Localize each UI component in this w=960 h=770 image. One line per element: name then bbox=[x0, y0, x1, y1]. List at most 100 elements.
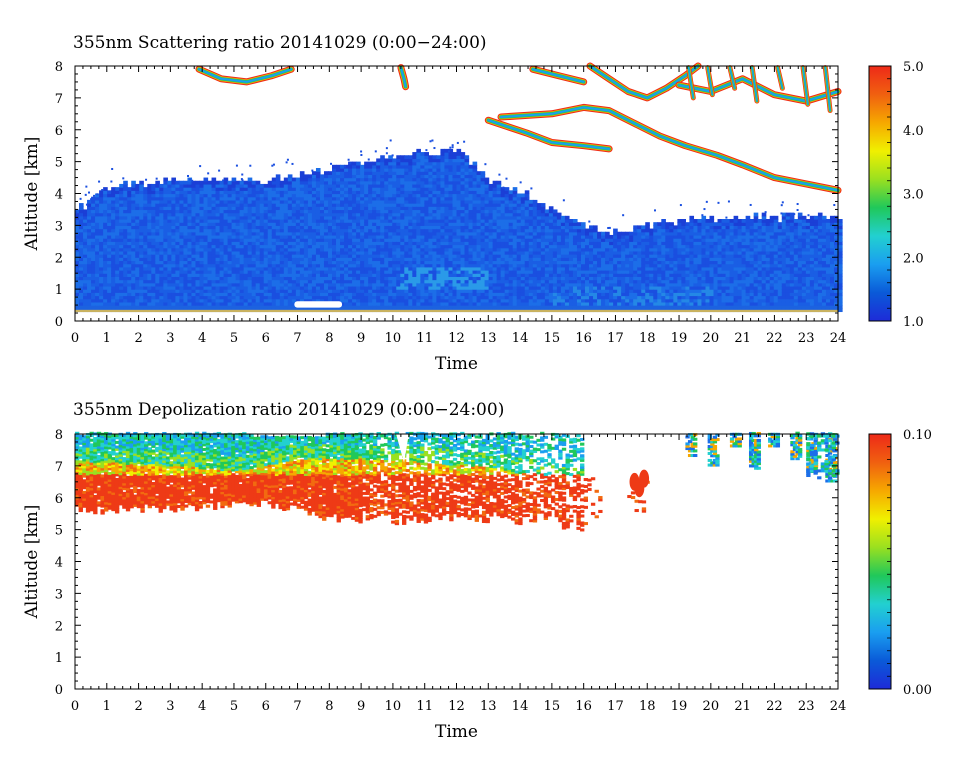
heatmap-cell bbox=[472, 161, 478, 166]
heatmap-cell bbox=[263, 190, 269, 195]
heatmap-cell bbox=[279, 279, 285, 284]
heatmap-cell bbox=[448, 234, 454, 239]
heatmap-cell bbox=[203, 212, 209, 217]
heatmap-cell bbox=[239, 266, 245, 271]
heatmap-cell bbox=[223, 295, 229, 300]
heatmap-cell bbox=[536, 285, 542, 290]
heatmap-cell bbox=[235, 244, 241, 249]
heatmap-cell bbox=[95, 298, 100, 303]
heatmap-cell bbox=[488, 234, 494, 239]
heatmap-cell bbox=[452, 301, 458, 306]
heatmap-cell bbox=[428, 209, 434, 214]
heatmap-cell bbox=[496, 199, 502, 204]
heatmap-cell bbox=[520, 238, 526, 242]
heatmap-cell bbox=[311, 257, 317, 262]
heatmap-cell bbox=[356, 254, 361, 258]
heatmap-cell bbox=[392, 187, 397, 191]
heatmap-cell bbox=[516, 266, 522, 271]
heatmap-cell bbox=[291, 238, 297, 242]
heatmap-cell bbox=[187, 234, 193, 239]
heatmap-cell bbox=[464, 168, 470, 172]
heatmap-cell bbox=[524, 298, 530, 303]
heatmap-cell bbox=[103, 295, 108, 300]
heatmap-cell bbox=[476, 209, 482, 214]
heatmap-cell bbox=[508, 209, 514, 214]
heatmap-cell bbox=[420, 196, 425, 201]
heatmap-cell bbox=[259, 212, 265, 217]
heatmap-cell bbox=[428, 254, 434, 258]
heatmap-cell bbox=[323, 298, 329, 303]
heatmap-cell bbox=[504, 257, 510, 262]
heatmap-cell bbox=[432, 231, 438, 236]
heatmap-cell bbox=[147, 238, 152, 242]
heatmap-cell bbox=[83, 209, 88, 214]
heatmap-cell bbox=[259, 282, 265, 287]
heatmap-cell bbox=[191, 292, 197, 297]
heatmap-cell bbox=[175, 266, 181, 271]
heatmap-cell bbox=[259, 196, 265, 201]
heatmap-cell bbox=[464, 305, 470, 309]
heatmap-cell bbox=[167, 209, 172, 214]
heatmap-cell bbox=[139, 203, 144, 207]
heatmap-cell bbox=[536, 282, 542, 287]
heatmap-cell bbox=[336, 219, 341, 223]
heatmap-cell bbox=[372, 276, 377, 281]
heatmap-cell bbox=[307, 292, 313, 297]
heatmap-cell bbox=[348, 206, 353, 211]
heatmap-cell bbox=[187, 260, 193, 265]
heatmap-cell bbox=[171, 199, 176, 204]
heatmap-cell bbox=[131, 190, 136, 195]
heatmap-cell bbox=[311, 203, 317, 207]
heatmap-cell bbox=[408, 260, 413, 265]
heatmap-cell bbox=[255, 228, 261, 233]
heatmap-cell bbox=[211, 241, 217, 246]
heatmap-cell bbox=[127, 254, 132, 258]
heatmap-cell bbox=[175, 180, 181, 185]
heatmap-cell bbox=[259, 244, 265, 249]
heatmap-cell bbox=[311, 254, 317, 258]
heatmap-cell bbox=[155, 190, 160, 195]
heatmap-cell bbox=[287, 234, 293, 239]
heatmap-cell bbox=[528, 276, 534, 281]
heatmap-cell bbox=[528, 279, 534, 284]
heatmap-cell bbox=[267, 260, 273, 265]
heatmap-cell bbox=[295, 247, 301, 252]
heatmap-cell bbox=[123, 199, 128, 204]
heatmap-cell bbox=[392, 203, 397, 207]
heatmap-cell bbox=[175, 254, 181, 258]
heatmap-cell bbox=[348, 295, 353, 300]
heatmap-cell bbox=[408, 209, 413, 214]
heatmap-cell bbox=[476, 282, 482, 287]
heatmap-cell bbox=[75, 212, 80, 217]
heatmap-cell bbox=[504, 301, 510, 306]
heatmap-cell bbox=[384, 212, 389, 217]
heatmap-cell bbox=[476, 199, 482, 204]
heatmap-cell bbox=[247, 199, 253, 204]
heatmap-cell bbox=[223, 282, 229, 287]
heatmap-cell bbox=[384, 222, 389, 226]
heatmap-cell bbox=[307, 215, 313, 220]
heatmap-cell bbox=[243, 298, 249, 303]
heatmap-cell bbox=[159, 298, 164, 303]
heatmap-cell bbox=[508, 301, 514, 306]
heatmap-cell bbox=[111, 228, 116, 233]
heatmap-cell bbox=[524, 260, 530, 265]
heatmap-cell bbox=[267, 212, 273, 217]
heatmap-cell bbox=[520, 295, 526, 300]
heatmap-cell bbox=[396, 270, 401, 274]
heatmap-cell bbox=[484, 273, 490, 277]
heatmap-cell bbox=[295, 193, 301, 198]
heatmap-cell bbox=[111, 212, 116, 217]
heatmap-cell bbox=[251, 228, 257, 233]
heatmap-cell bbox=[143, 193, 148, 198]
heatmap-cell bbox=[468, 234, 474, 239]
heatmap-cell bbox=[275, 212, 281, 217]
heatmap-cell bbox=[95, 225, 100, 230]
heatmap-cell bbox=[327, 215, 333, 220]
heatmap-cell bbox=[388, 215, 393, 220]
heatmap-cell bbox=[163, 228, 168, 233]
heatmap-cell bbox=[440, 298, 446, 303]
heatmap-cell bbox=[480, 219, 486, 223]
heatmap-cell bbox=[380, 193, 385, 198]
heatmap-cell bbox=[251, 279, 257, 284]
